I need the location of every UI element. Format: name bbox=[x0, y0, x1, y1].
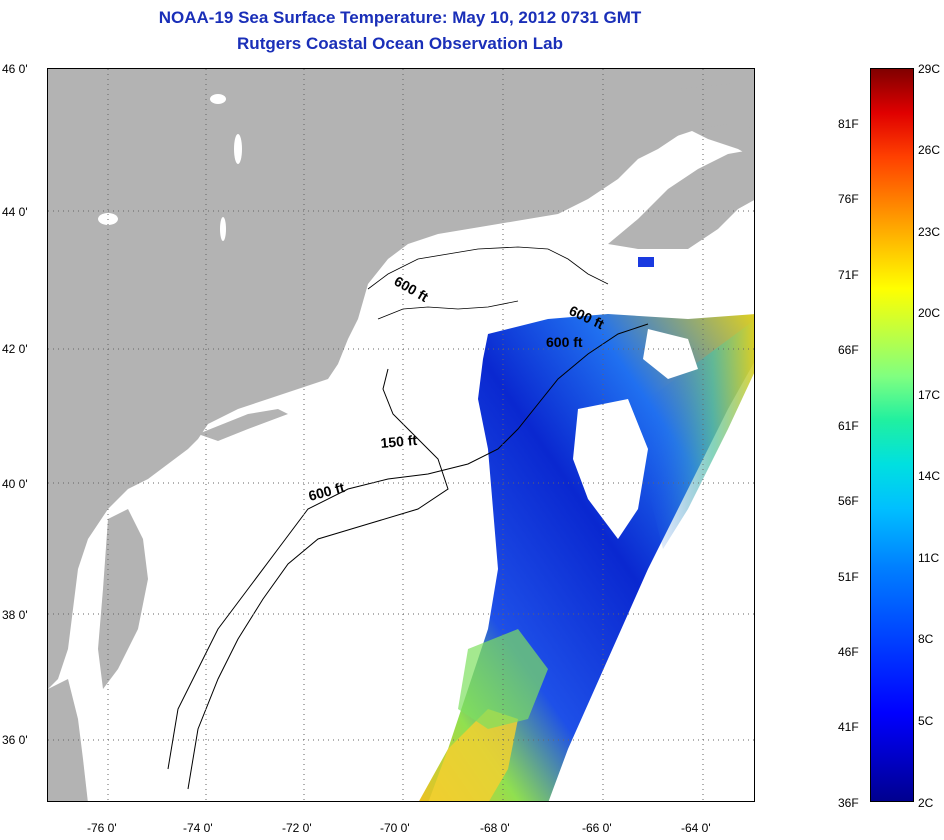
colorbar-label-f: 56F bbox=[838, 494, 859, 508]
lat-label-38: 38 0' bbox=[2, 608, 28, 622]
sst-south-warm bbox=[428, 709, 518, 801]
graticule bbox=[48, 69, 754, 801]
land-nova-scotia bbox=[608, 149, 754, 249]
colorbar-label-c: 26C bbox=[918, 143, 941, 157]
sst-map: 600 ft 600 ft 600 ft 150 ft 600 ft bbox=[47, 68, 755, 802]
contour-label: 150 ft bbox=[380, 432, 418, 451]
contour-150ft bbox=[187, 368, 449, 790]
sst-patch bbox=[638, 257, 654, 267]
lon-label-72: -72 0' bbox=[282, 821, 312, 835]
colorbar-label-f: 76F bbox=[838, 192, 859, 206]
sst-east-warm-edge bbox=[648, 320, 754, 549]
colorbar-label-c: 5C bbox=[918, 714, 934, 728]
coastline-detail bbox=[367, 246, 609, 290]
land-newfoundland bbox=[638, 79, 754, 139]
colorbar-label-c: 17C bbox=[918, 388, 941, 402]
lon-label-68: -68 0' bbox=[480, 821, 510, 835]
contour-label: 600 ft bbox=[546, 334, 583, 350]
cloud-gap bbox=[643, 329, 698, 379]
land-long-island bbox=[198, 409, 288, 441]
colorbar-label-f: 61F bbox=[838, 419, 859, 433]
temperature-colorbar bbox=[870, 68, 914, 802]
colorbar-label-f: 41F bbox=[838, 720, 859, 734]
lon-label-70: -70 0' bbox=[380, 821, 410, 835]
lat-label-36: 36 0' bbox=[2, 733, 28, 747]
colorbar-label-c: 2C bbox=[918, 796, 934, 810]
lake bbox=[210, 94, 226, 104]
colorbar-label-f: 81F bbox=[838, 117, 859, 131]
land-virginia bbox=[48, 679, 88, 801]
lon-label-74: -74 0' bbox=[183, 821, 213, 835]
lon-label-76: -76 0' bbox=[87, 821, 117, 835]
land-delmarva bbox=[98, 509, 148, 689]
lon-label-64: -64 0' bbox=[681, 821, 711, 835]
colorbar-label-f: 36F bbox=[838, 796, 859, 810]
colorbar-label-c: 29C bbox=[918, 62, 941, 76]
colorbar-label-c: 20C bbox=[918, 306, 941, 320]
colorbar-label-c: 23C bbox=[918, 225, 941, 239]
map-canvas: 600 ft 600 ft 600 ft 150 ft 600 ft bbox=[48, 69, 754, 801]
colorbar-label-c: 8C bbox=[918, 632, 934, 646]
lat-label-46: 46 0' bbox=[2, 62, 28, 76]
contour-600ft bbox=[167, 323, 649, 770]
colorbar-label-f: 66F bbox=[838, 343, 859, 357]
lat-label-40: 40 0' bbox=[2, 477, 28, 491]
coastline-detail bbox=[377, 300, 519, 320]
contour-label: 600 ft bbox=[392, 273, 432, 305]
chart-title: NOAA-19 Sea Surface Temperature: May 10,… bbox=[158, 8, 642, 27]
colorbar-label-c: 14C bbox=[918, 469, 941, 483]
lat-label-42: 42 0' bbox=[2, 342, 28, 356]
colorbar-label-f: 71F bbox=[838, 268, 859, 282]
cloud-gap bbox=[573, 399, 648, 539]
lat-label-44: 44 0' bbox=[2, 205, 28, 219]
chart-subtitle: Rutgers Coastal Ocean Observation Lab bbox=[237, 34, 563, 53]
lake bbox=[234, 134, 242, 164]
colorbar-label-c: 11C bbox=[918, 551, 940, 565]
lon-label-66: -66 0' bbox=[582, 821, 612, 835]
lake bbox=[220, 217, 226, 241]
colorbar-label-f: 51F bbox=[838, 570, 859, 584]
colorbar-label-f: 46F bbox=[838, 645, 859, 659]
